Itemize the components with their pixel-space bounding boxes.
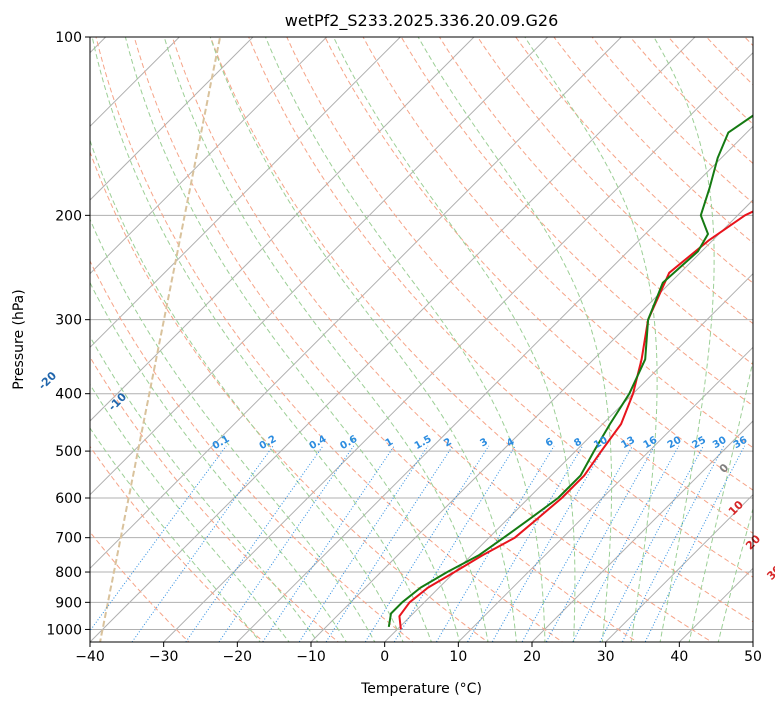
y-tick-label: 500: [55, 444, 82, 460]
moist-adiabat-line: [417, 37, 613, 642]
moist-adiabat-line: [90, 383, 290, 642]
isotherm-line: [90, 37, 622, 570]
y-tick-label: 900: [55, 595, 82, 611]
x-tick-label: −30: [149, 649, 179, 665]
dry-adiabat-line: [324, 37, 753, 491]
moist-adiabat-line: [90, 218, 376, 642]
dry-adiabat-line: [286, 37, 753, 534]
profile-lines: [387, 114, 753, 630]
ice-curve-line: [99, 37, 222, 642]
chart-title: wetPf2_S233.2025.336.20.09.G26: [285, 11, 559, 31]
y-tick-label: 300: [55, 313, 82, 329]
dry-adiabat-line: [90, 150, 489, 642]
dry-adiabat-line: [438, 37, 753, 366]
dry-adiabat-line: [362, 37, 753, 449]
mixing-ratio-label: 8: [572, 436, 584, 449]
moist-adiabat-line: [524, 37, 658, 642]
dry-adiabat-line: [248, 37, 753, 578]
y-tick-label: 1000: [46, 622, 82, 638]
moist-adiabat-label: 30: [764, 563, 775, 583]
axes: −40 −30 −20 −10 0 10 20 30 40 50 100 200 300 400 500 60…: [46, 30, 762, 665]
mixing-ratio-label: 2: [442, 436, 454, 449]
moist-adiabat-line: [90, 335, 319, 642]
mixing-ratio-line: [521, 445, 633, 642]
mixing-ratio-line: [491, 445, 606, 642]
background-lines: [90, 37, 753, 642]
y-tick-label: 400: [55, 387, 82, 403]
isotherm-line: [90, 37, 549, 496]
isotherm-line: [90, 37, 475, 422]
x-tick-label: 30: [597, 649, 615, 665]
y-tick-label: 700: [55, 531, 82, 547]
isotherm-line: [90, 37, 328, 275]
isotherm-line: [531, 420, 753, 642]
mixing-ratio-line: [545, 445, 656, 642]
mixing-ratio-line: [572, 445, 680, 642]
mixing-ratio-line: [435, 445, 555, 642]
dry-adiabat-line: [90, 531, 190, 642]
mixing-ratio-line: [599, 445, 704, 642]
isotherm-line: [90, 37, 696, 642]
y-tick-label: 100: [55, 30, 82, 46]
dry-adiabat-line: [95, 37, 564, 642]
mixing-ratio-label: 4: [505, 436, 517, 449]
y-tick-label: 200: [55, 208, 82, 224]
x-tick-label: −10: [296, 649, 326, 665]
moist-adiabat-line: [163, 37, 489, 642]
mixing-ratio-label: 6: [544, 436, 556, 449]
mixing-ratio-line: [466, 445, 584, 642]
dry-adiabat-line: [90, 259, 414, 642]
isotherm-line: [236, 125, 753, 642]
isotherm-line: [457, 346, 753, 642]
mixing-ratio-label: 3: [478, 436, 490, 449]
moist-adiabat-line: [717, 506, 753, 642]
plot-frame: [89, 36, 754, 643]
dry-adiabat-line: [171, 37, 713, 642]
mixing-ratio-line: [262, 445, 395, 642]
mixing-ratio-line: [364, 445, 490, 642]
mixing-ratio-line: [644, 445, 746, 642]
isotherm-line: [384, 272, 753, 642]
moist-adiabat-line: [90, 138, 404, 642]
moist-adiabat-line: [688, 358, 753, 642]
dewpoint-profile-line: [387, 114, 753, 628]
moist-adiabat-line: [209, 37, 518, 642]
x-tick-label: 50: [744, 649, 762, 665]
x-tick-label: 0: [380, 649, 389, 665]
mixing-ratio-line: [185, 445, 324, 642]
x-tick-label: 10: [449, 649, 467, 665]
dry-adiabat-line: [90, 356, 340, 642]
isotherm-line: [163, 51, 753, 642]
moist-adiabat-line: [90, 427, 261, 642]
y-tick-label: 800: [55, 565, 82, 581]
y-axis-label: Pressure (hPa): [11, 289, 27, 389]
x-tick-label: −20: [223, 649, 253, 665]
isotherm-line: [605, 493, 753, 642]
x-tick-label: 20: [523, 649, 541, 665]
y-tick-label: 600: [55, 491, 82, 507]
isotherm-line: [90, 37, 401, 349]
moist-adiabat-line: [90, 281, 347, 642]
x-tick-label: −40: [75, 649, 105, 665]
mixing-ratio-line: [90, 445, 227, 632]
isotherm-line: [90, 37, 254, 201]
moist-adiabat-line: [653, 37, 715, 642]
isotherm-line: [310, 199, 753, 642]
x-axis-label: Temperature (°C): [360, 681, 482, 697]
dry-adiabat-line: [133, 37, 638, 642]
moist-adiabat-line: [91, 37, 432, 642]
x-tick-label: 40: [670, 649, 688, 665]
mixing-ratio-line: [621, 445, 725, 642]
moist-adiabat-line: [124, 37, 461, 642]
dry-adiabat-line: [209, 37, 753, 623]
mixing-ratio-label: 1: [384, 436, 396, 449]
moist-adiabat-line: [265, 37, 546, 642]
